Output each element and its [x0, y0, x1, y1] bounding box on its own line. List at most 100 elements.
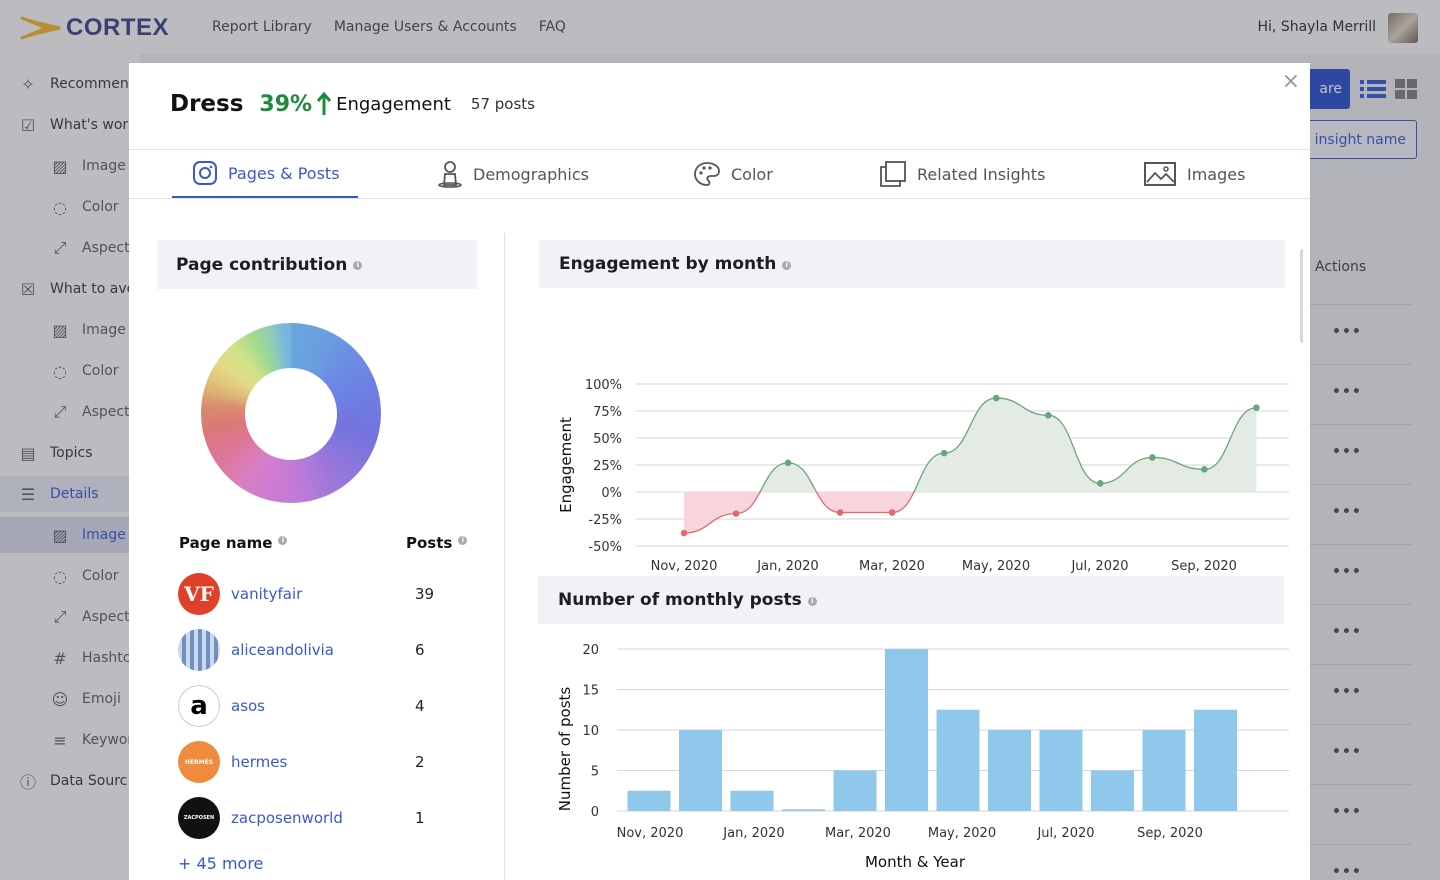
page-row[interactable]: ZACPOSEN zacposenworld 1	[178, 797, 438, 839]
bar[interactable]	[1039, 730, 1083, 811]
y-tick-label: 50%	[593, 432, 622, 447]
sidebar-item-0[interactable]: ✧ Recommen	[0, 66, 140, 102]
bar[interactable]	[988, 730, 1031, 811]
data-point[interactable]	[1201, 466, 1208, 473]
row-actions-menu[interactable]: •••	[1332, 624, 1362, 640]
y-tick-label: 10	[582, 724, 599, 739]
user-avatar[interactable]	[1388, 13, 1418, 43]
sidebar-item-12[interactable]: ◌ Color	[0, 558, 140, 594]
sidebar-item-5[interactable]: ☒ What to avc	[0, 271, 140, 307]
sidebar-item-3[interactable]: ◌ Color	[0, 189, 140, 225]
sidebar-item-1[interactable]: ☑ What's worl	[0, 107, 140, 143]
sidebar-item-2[interactable]: ▨ Image	[0, 148, 140, 184]
show-more-link[interactable]: + 45 more	[178, 854, 264, 873]
sidebar-item-15[interactable]: ☺ Emoji	[0, 681, 140, 717]
bar[interactable]	[1194, 709, 1237, 811]
y-tick-label: 0	[591, 805, 599, 820]
row-actions-menu[interactable]: •••	[1332, 684, 1362, 700]
sidebar-item-7[interactable]: ◌ Color	[0, 353, 140, 389]
data-point[interactable]	[992, 394, 1000, 402]
page-row[interactable]: a asos 4	[178, 685, 438, 727]
logo-text: CORTEX	[66, 14, 170, 41]
page-name-header-label: Page name	[179, 534, 273, 552]
page-row[interactable]: HERMÈS hermes 2	[178, 741, 438, 783]
row-actions-menu[interactable]: •••	[1332, 444, 1362, 460]
data-point[interactable]	[1097, 480, 1104, 487]
sidebar-item-14[interactable]: # Hashtc	[0, 640, 140, 676]
sidebar-item-9[interactable]: ▤ Topics	[0, 435, 140, 471]
data-point[interactable]	[1149, 454, 1156, 461]
insight-title: Dress	[170, 91, 244, 117]
bar[interactable]	[627, 790, 671, 811]
row-actions-menu[interactable]: •••	[1332, 384, 1362, 400]
data-point[interactable]	[940, 449, 948, 457]
close-icon[interactable]: ×	[1281, 69, 1300, 94]
bar[interactable]	[936, 709, 980, 811]
info-icon[interactable]: i	[353, 261, 363, 270]
page-name-link[interactable]: vanityfair	[231, 585, 303, 603]
bar[interactable]	[679, 730, 722, 811]
row-actions-menu[interactable]: •••	[1332, 504, 1362, 520]
data-point[interactable]	[732, 510, 740, 517]
info-icon[interactable]: i	[807, 596, 817, 606]
bar[interactable]	[782, 809, 825, 811]
tab-color[interactable]: Color	[693, 150, 773, 198]
row-actions-menu[interactable]: •••	[1332, 804, 1362, 820]
data-point[interactable]	[1044, 412, 1052, 419]
x-tick-label: Sep, 2020	[1137, 826, 1203, 841]
row-actions-menu[interactable]: •••	[1332, 324, 1362, 340]
row-actions-menu[interactable]: •••	[1332, 564, 1362, 580]
posts-chart-title: Number of monthly posts	[558, 590, 802, 610]
palette-icon: ◌	[53, 566, 67, 586]
bar[interactable]	[885, 649, 928, 811]
page-row[interactable]: aliceandolivia 6	[178, 629, 438, 671]
nav-report-library[interactable]: Report Library	[212, 19, 312, 35]
page-name-link[interactable]: zacposenworld	[231, 809, 343, 827]
sidebar-item-10[interactable]: ☰ Details	[0, 476, 140, 512]
sidebar-item-6[interactable]: ▨ Image	[0, 312, 140, 348]
y-axis-label: Number of posts	[556, 687, 574, 812]
x-tick-label: Nov, 2020	[651, 559, 718, 574]
sidebar-item-16[interactable]: ≡ Keywor	[0, 722, 140, 758]
nav-manage-users[interactable]: Manage Users & Accounts	[333, 19, 517, 35]
insight-name-input[interactable]: insight name	[1290, 120, 1417, 159]
info-icon[interactable]: i	[782, 260, 792, 270]
bar[interactable]	[1091, 770, 1134, 812]
grid-view-icon[interactable]	[1395, 79, 1417, 99]
list-view-icon[interactable]	[1360, 79, 1386, 99]
tab-images[interactable]: Images	[1143, 150, 1245, 198]
info-icon[interactable]: i	[458, 536, 468, 545]
cortex-logo[interactable]: CORTEX	[20, 12, 169, 44]
page-name-link[interactable]: hermes	[231, 753, 288, 771]
row-actions-menu[interactable]: •••	[1332, 864, 1362, 880]
sidebar-item-13[interactable]: ⤢ Aspect	[0, 599, 140, 635]
nav-faq[interactable]: FAQ	[538, 19, 566, 35]
page-name-link[interactable]: asos	[231, 697, 265, 715]
page-avatar	[178, 629, 220, 671]
data-point[interactable]	[836, 509, 844, 516]
bar[interactable]	[833, 770, 877, 812]
tab-pages-posts[interactable]: Pages & Posts	[172, 150, 358, 198]
bar[interactable]	[1142, 730, 1186, 811]
page-contribution-title: Page contribution	[176, 254, 348, 275]
bar[interactable]	[730, 790, 774, 811]
sidebar-item-11[interactable]: ▨ Image	[0, 517, 140, 553]
sidebar-item-label: Color	[82, 363, 119, 379]
data-point[interactable]	[680, 529, 688, 537]
page-row[interactable]: VF vanityfair 39	[178, 573, 438, 615]
data-point[interactable]	[888, 509, 896, 516]
sidebar-item-4[interactable]: ⤢ Aspect	[0, 230, 140, 266]
sidebar-item-17[interactable]: ⓘ Data Sourc	[0, 763, 140, 799]
sidebar-item-8[interactable]: ⤢ Aspect	[0, 394, 140, 430]
modal-scrollbar[interactable]	[1300, 249, 1303, 343]
tab-related-insights[interactable]: Related Insights	[879, 150, 1045, 198]
data-point[interactable]	[1253, 404, 1260, 412]
x-tick-label: May, 2020	[962, 559, 1030, 574]
tab-demographics[interactable]: Demographics	[437, 150, 589, 198]
page-name-link[interactable]: aliceandolivia	[231, 641, 334, 659]
row-actions-menu[interactable]: •••	[1332, 744, 1362, 760]
table-row-divider	[1310, 724, 1412, 725]
data-point[interactable]	[784, 459, 792, 467]
info-icon[interactable]: i	[278, 536, 288, 545]
donut-hole	[245, 368, 337, 460]
